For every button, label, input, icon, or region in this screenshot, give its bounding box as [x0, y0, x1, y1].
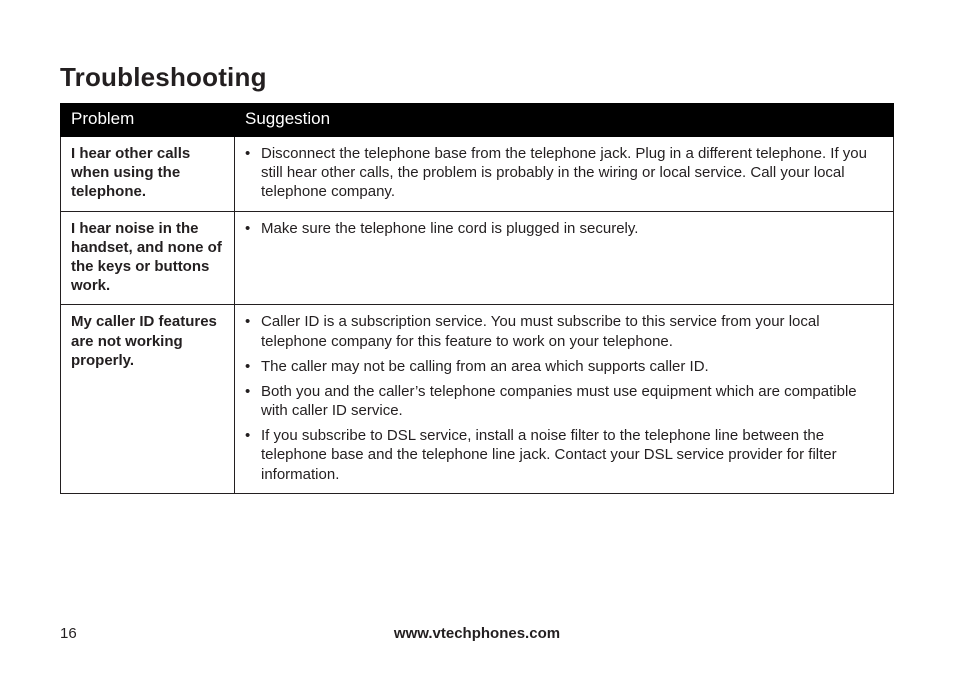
problem-cell: My caller ID features are not working pr… — [61, 305, 235, 494]
page-title: Troubleshooting — [60, 62, 894, 93]
table-body: I hear other calls when using the teleph… — [61, 137, 894, 494]
suggestion-item: If you subscribe to DSL service, install… — [245, 426, 883, 484]
suggestion-list: Caller ID is a subscription service. You… — [245, 312, 883, 484]
col-header-problem: Problem — [61, 104, 235, 137]
suggestion-item: The caller may not be calling from an ar… — [245, 357, 883, 376]
col-header-suggestion: Suggestion — [235, 104, 894, 137]
table-row: My caller ID features are not working pr… — [61, 305, 894, 494]
suggestion-item: Disconnect the telephone base from the t… — [245, 144, 883, 202]
problem-cell: I hear other calls when using the teleph… — [61, 137, 235, 212]
table-row: I hear noise in the handset, and none of… — [61, 211, 894, 305]
table-header-row: Problem Suggestion — [61, 104, 894, 137]
suggestion-list: Disconnect the telephone base from the t… — [245, 144, 883, 202]
page-footer: 16 www.vtechphones.com — [60, 625, 894, 642]
troubleshooting-table: Problem Suggestion I hear other calls wh… — [60, 103, 894, 494]
document-page: Troubleshooting Problem Suggestion I hea… — [0, 0, 954, 682]
page-number: 16 — [60, 625, 77, 642]
suggestion-item: Caller ID is a subscription service. You… — [245, 312, 883, 350]
suggestion-cell: Disconnect the telephone base from the t… — [235, 137, 894, 212]
suggestion-item: Make sure the telephone line cord is plu… — [245, 219, 883, 238]
footer-url: www.vtechphones.com — [394, 625, 560, 642]
suggestion-list: Make sure the telephone line cord is plu… — [245, 219, 883, 238]
suggestion-item: Both you and the caller’s telephone comp… — [245, 382, 883, 420]
problem-cell: I hear noise in the handset, and none of… — [61, 211, 235, 305]
table-row: I hear other calls when using the teleph… — [61, 137, 894, 212]
suggestion-cell: Caller ID is a subscription service. You… — [235, 305, 894, 494]
suggestion-cell: Make sure the telephone line cord is plu… — [235, 211, 894, 305]
